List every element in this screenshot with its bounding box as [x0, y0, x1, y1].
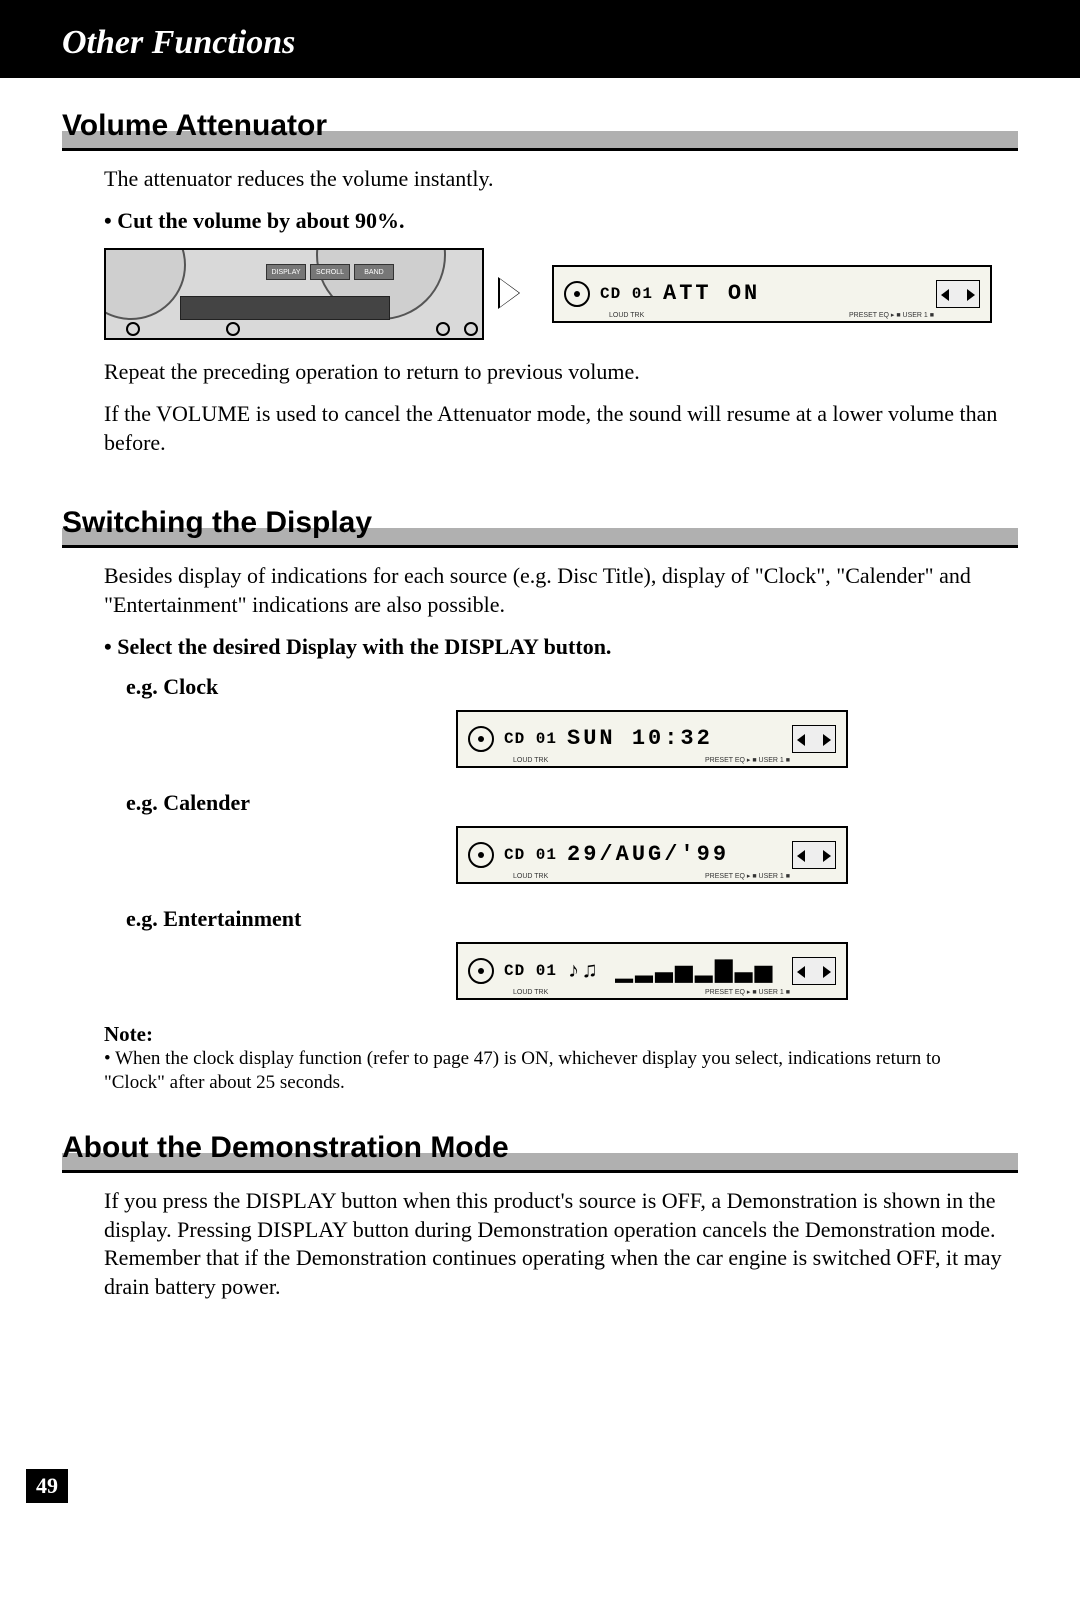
device-button-display: DISPLAY — [266, 264, 306, 280]
lcd-nav-icon — [792, 957, 836, 985]
lcd-track: CD 01 — [504, 846, 557, 864]
lcd-tiny-right: PRESET EQ ▸ ■ USER 1 ■ — [705, 756, 790, 764]
volume-bullet: Cut the volume by about 90%. — [104, 208, 1018, 234]
example-clock-label: e.g. Clock — [126, 674, 1018, 700]
lcd-entertainment: CD 01 ♪♫ ▁▂▃▅▂▇▃▅ LOUD TRK PRESET EQ ▸ ■… — [456, 942, 848, 1000]
lcd-tiny-left: LOUD TRK — [513, 757, 548, 764]
content: Volume Attenuator The attenuator reduces… — [0, 78, 1080, 1301]
section-title-volume: Volume Attenuator — [62, 106, 1018, 151]
lcd-main: ATT ON — [663, 281, 760, 306]
switching-intro: Besides display of indications for each … — [104, 562, 1018, 619]
lcd-main: SUN 10:32 — [567, 726, 713, 751]
device-panel: DISPLAY SCROLL BAND — [104, 248, 484, 340]
volume-intro: The attenuator reduces the volume instan… — [104, 165, 1018, 194]
section-title-demo: About the Demonstration Mode — [62, 1128, 1018, 1173]
page-title: Other Functions — [62, 24, 295, 61]
lcd-main: 29/AUG/'99 — [567, 842, 729, 867]
note-text: When the clock display function (refer t… — [104, 1047, 998, 1096]
lcd-clock: CD 01 SUN 10:32 LOUD TRK PRESET EQ ▸ ■ U… — [456, 710, 848, 768]
arrow-icon — [498, 267, 538, 321]
device-display-row: DISPLAY SCROLL BAND CD 01 ATT ON LOUD TR… — [104, 248, 1018, 340]
lcd-nav-icon — [792, 725, 836, 753]
device-knob-3 — [436, 322, 450, 336]
device-knob-4 — [464, 322, 478, 336]
volume-after-1: Repeat the preceding operation to return… — [104, 358, 1018, 387]
disc-icon — [564, 281, 590, 307]
disc-icon — [468, 958, 494, 984]
disc-icon — [468, 726, 494, 752]
lcd-track: CD 01 — [600, 285, 653, 303]
lcd-nav-icon — [792, 841, 836, 869]
lcd-track: CD 01 — [504, 730, 557, 748]
lcd-tiny-right: PRESET EQ ▸ ■ USER 1 ■ — [705, 872, 790, 880]
example-entertainment-label: e.g. Entertainment — [126, 906, 1018, 932]
lcd-calender: CD 01 29/AUG/'99 LOUD TRK PRESET EQ ▸ ■ … — [456, 826, 848, 884]
lcd-tiny-right: PRESET EQ ▸ ■ USER 1 ■ — [849, 311, 934, 319]
lcd-tiny-right: PRESET EQ ▸ ■ USER 1 ■ — [705, 988, 790, 996]
volume-after-2: If the VOLUME is used to cancel the Atte… — [104, 400, 1018, 457]
lcd-track: CD 01 — [504, 962, 557, 980]
page-header: Other Functions — [0, 0, 1080, 78]
disc-icon — [468, 842, 494, 868]
lcd-att-on: CD 01 ATT ON LOUD TRK PRESET EQ ▸ ■ USER… — [552, 265, 992, 323]
device-knob-2 — [226, 322, 240, 336]
lcd-tiny-left: LOUD TRK — [513, 873, 548, 880]
page-number: 49 — [26, 1469, 68, 1503]
example-calender-label: e.g. Calender — [126, 790, 1018, 816]
lcd-tiny-left: LOUD TRK — [513, 989, 548, 996]
lcd-main: ♪♫ ▁▂▃▅▂▇▃▅ — [567, 958, 775, 984]
lcd-tiny-left: LOUD TRK — [609, 312, 644, 319]
section-title-switching: Switching the Display — [62, 503, 1018, 548]
device-knob-1 — [126, 322, 140, 336]
lcd-nav-icon — [936, 280, 980, 308]
dial-left — [104, 248, 186, 320]
device-slot — [180, 296, 390, 320]
device-button-scroll: SCROLL — [310, 264, 350, 280]
switching-bullet: Select the desired Display with the DISP… — [104, 634, 1018, 660]
device-button-band: BAND — [354, 264, 394, 280]
device-button-row: DISPLAY SCROLL BAND — [266, 264, 394, 280]
note-label: Note: — [104, 1022, 1018, 1047]
demo-body: If you press the DISPLAY button when thi… — [104, 1187, 1018, 1301]
